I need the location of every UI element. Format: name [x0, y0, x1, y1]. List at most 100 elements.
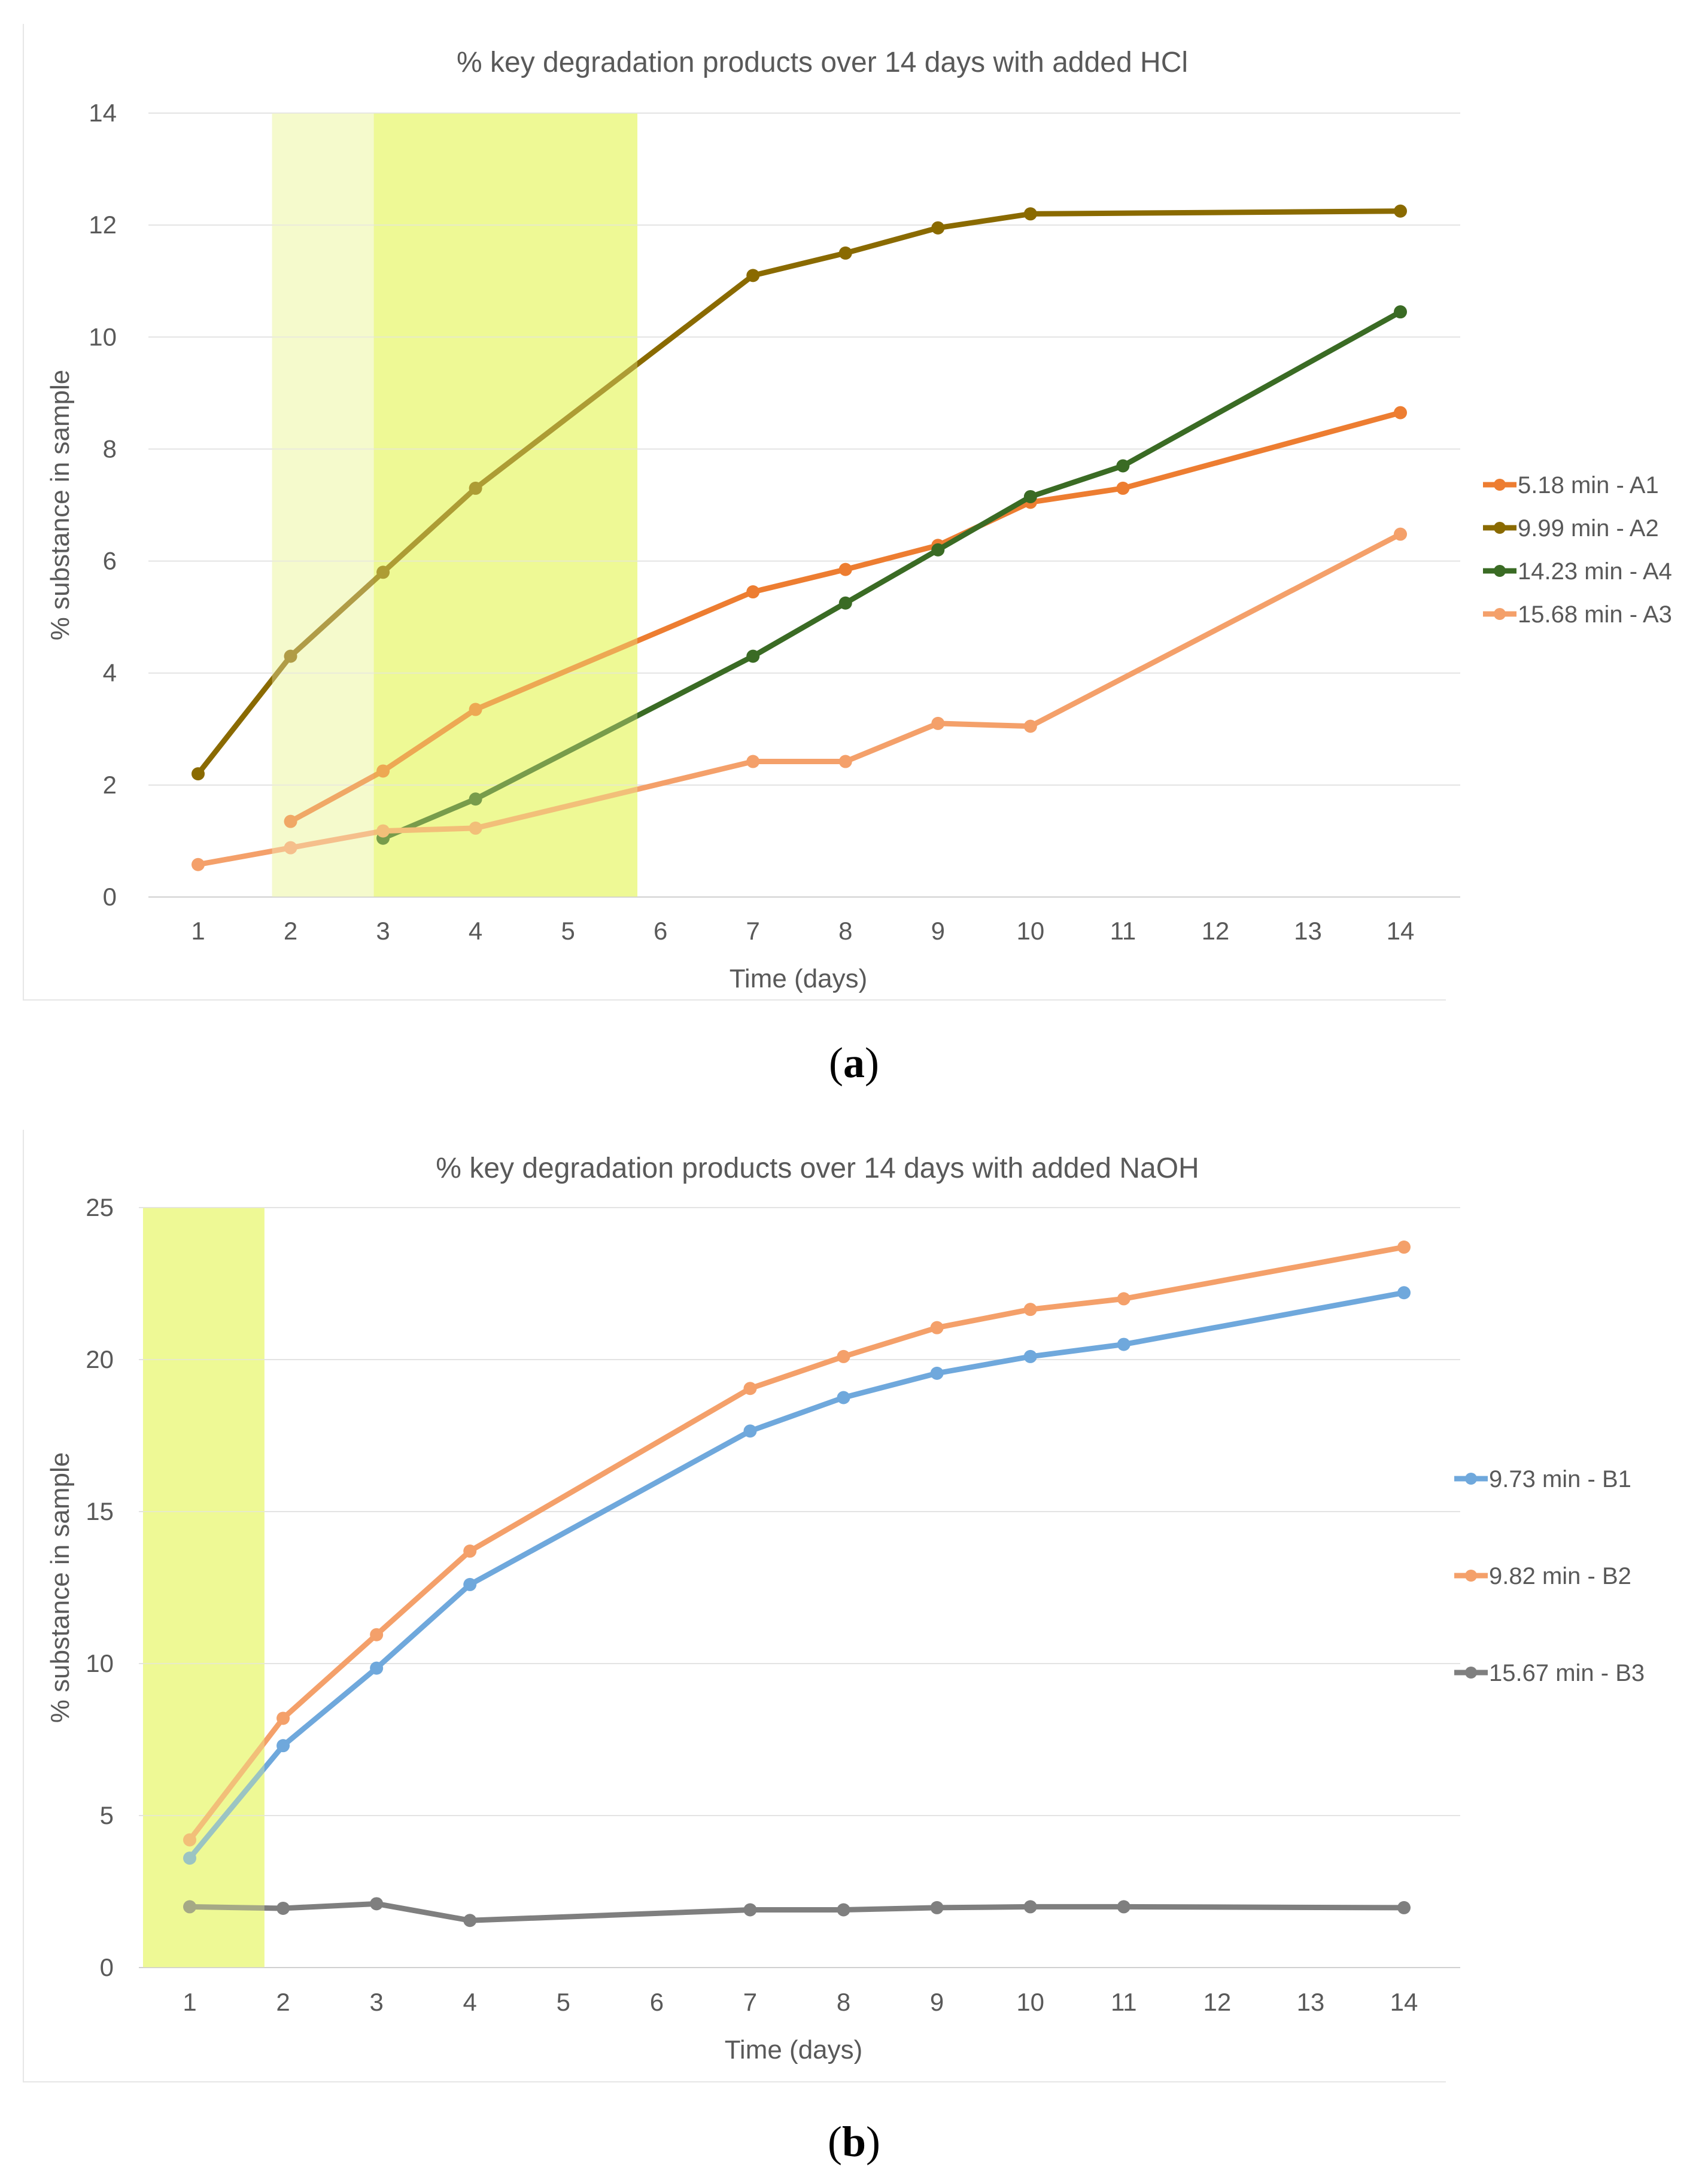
- chart-a-legend-item-1: 5.18 min - A1: [1483, 472, 1659, 498]
- chart-a-series-1-point-day-2: [284, 814, 297, 828]
- chart-a-series-3-point-day-9: [931, 543, 945, 557]
- chart-b-series-1-point-day-9: [930, 1366, 944, 1380]
- caption-a: (a): [829, 1039, 879, 1087]
- chart-a-series-1-point-day-3: [376, 764, 390, 778]
- chart-a-x-tick-5: 5: [561, 917, 575, 945]
- chart-a-y-tick-14: 14: [89, 99, 117, 127]
- chart-a-y-axis-label: % substance in sample: [45, 370, 75, 640]
- chart-panel-a: % key degradation products over 14 days …: [23, 24, 1672, 1001]
- chart-b-series-3-point-day-7: [743, 1903, 757, 1917]
- chart-b-series-1-point-day-8: [837, 1391, 850, 1404]
- chart-a-highlight-band-2: [373, 113, 638, 897]
- chart-a-y-tick-8: 8: [103, 434, 117, 463]
- chart-b-legend-item-2: 9.82 min - B2: [1454, 1563, 1631, 1589]
- chart-a-series-2-point-day-1: [192, 767, 205, 781]
- chart-b-series-1-point-day-10: [1023, 1349, 1037, 1363]
- chart-a-legend-marker-2: [1494, 522, 1506, 534]
- chart-a-series-2-point-day-2: [284, 649, 297, 663]
- chart-a-legend-label-3: 14.23 min - A4: [1518, 558, 1672, 585]
- chart-a-series-3-line: [380, 309, 1403, 841]
- chart-b-x-tick-2: 2: [276, 1988, 290, 2016]
- chart-a-y-tick-0: 0: [103, 883, 117, 911]
- chart-b-y-tick-15: 15: [86, 1497, 114, 1525]
- chart-b-y-tick-10: 10: [86, 1649, 114, 1677]
- chart-b-legend-marker-1: [1465, 1473, 1477, 1485]
- chart-a-legend-label-1: 5.18 min - A1: [1518, 472, 1659, 498]
- chart-a-title: % key degradation products over 14 days …: [457, 47, 1188, 78]
- chart-b-series-1: [183, 1286, 1411, 1865]
- chart-a-series-1-point-day-14: [1394, 406, 1407, 419]
- chart-b-series-2-point-day-4: [463, 1544, 477, 1558]
- chart-b-x-tick-6: 6: [650, 1988, 664, 2016]
- caption-b: (b): [827, 2118, 880, 2166]
- chart-b-x-tick-8: 8: [837, 1988, 850, 2016]
- chart-b-y-tick-25: 25: [86, 1193, 114, 1221]
- chart-b-series-1-line: [187, 1290, 1407, 1861]
- chart-b-series-3-line: [187, 1901, 1407, 1923]
- chart-a-series-4-point-day-7: [746, 755, 760, 768]
- chart-b-series-1-point-day-7: [743, 1424, 757, 1438]
- chart-a-series-3-point-day-10: [1023, 489, 1037, 503]
- chart-a-series-2-point-day-3: [376, 565, 390, 579]
- chart-a-series-1-point-day-11: [1116, 481, 1130, 495]
- chart-b-series-1-point-day-1: [183, 1851, 196, 1865]
- chart-b-series-2-point-day-14: [1397, 1241, 1411, 1254]
- chart-b-series-2-point-day-11: [1117, 1292, 1130, 1306]
- chart-b-highlight-overlay-1: [142, 1208, 265, 1968]
- chart-b-x-tick-13: 13: [1297, 1988, 1325, 2016]
- chart-b-series-3-point-day-11: [1117, 1900, 1130, 1914]
- chart-a-series-4-point-day-14: [1394, 527, 1407, 541]
- chart-b-series-2-point-day-2: [276, 1711, 290, 1725]
- chart-b-series-2-point-day-7: [743, 1382, 757, 1395]
- chart-b-x-tick-7: 7: [743, 1988, 757, 2016]
- chart-b-y-tick-0: 0: [100, 1953, 114, 1981]
- chart-b-series-1-point-day-11: [1117, 1337, 1130, 1351]
- chart-a-y-tick-4: 4: [103, 659, 117, 687]
- chart-a-y-tick-6: 6: [103, 547, 117, 575]
- chart-a-x-axis-label: Time (days): [730, 964, 868, 993]
- chart-a-legend-marker-3: [1494, 565, 1506, 577]
- chart-a-series-3-point-day-8: [838, 596, 852, 610]
- chart-b-x-tick-1: 1: [183, 1988, 196, 2016]
- chart-a-x-tick-1: 1: [191, 917, 205, 945]
- chart-a-series-3-point-day-4: [469, 792, 482, 806]
- chart-a-y-tick-10: 10: [89, 323, 117, 351]
- chart-a-series-2-point-day-14: [1394, 204, 1407, 218]
- chart-a-series-1-point-day-7: [746, 585, 760, 599]
- chart-a-series-3-point-day-11: [1116, 459, 1130, 473]
- chart-b-series-1-point-day-3: [370, 1661, 384, 1675]
- chart-a-y-tick-2: 2: [103, 771, 117, 799]
- chart-b-series-2-point-day-8: [837, 1349, 850, 1363]
- chart-a-highlight-overlay-2: [373, 113, 638, 897]
- chart-a-series-4-point-day-4: [469, 821, 482, 835]
- chart-b-series-2-point-day-3: [370, 1628, 384, 1641]
- chart-a-x-tick-2: 2: [284, 917, 297, 945]
- chart-a-x-tick-8: 8: [838, 917, 852, 945]
- chart-a-series-4-point-day-2: [284, 841, 297, 855]
- chart-b-y-tick-20: 20: [86, 1345, 114, 1373]
- chart-b-x-tick-10: 10: [1016, 1988, 1044, 2016]
- chart-b-x-axis-label: Time (days): [725, 2035, 863, 2065]
- chart-b-series-3-point-day-1: [183, 1900, 196, 1914]
- chart-a-highlight-band-1: [272, 113, 374, 897]
- chart-a-x-tick-13: 13: [1294, 917, 1322, 945]
- chart-b-x-tick-12: 12: [1203, 1988, 1231, 2016]
- chart-a-x-tick-6: 6: [654, 917, 667, 945]
- chart-a-series-2: [192, 204, 1407, 781]
- chart-b-series-1-point-day-14: [1397, 1286, 1411, 1300]
- chart-a-svg: % key degradation products over 14 days …: [45, 47, 1672, 993]
- chart-b-legend-marker-3: [1465, 1667, 1477, 1679]
- chart-a-legend-marker-4: [1494, 608, 1506, 620]
- chart-b-series-3-point-day-4: [463, 1914, 477, 1927]
- chart-a-series-2-point-day-7: [746, 269, 760, 282]
- chart-b-x-tick-5: 5: [557, 1988, 570, 2016]
- chart-a-series-1-point-day-8: [838, 563, 852, 576]
- chart-b-series-3-point-day-8: [837, 1903, 850, 1917]
- chart-b-series-3-point-day-14: [1397, 1901, 1411, 1914]
- chart-b-y-tick-5: 5: [100, 1801, 114, 1829]
- chart-b-series-2: [183, 1241, 1411, 1847]
- chart-a-series-4-point-day-3: [376, 824, 390, 838]
- chart-b-legend-label-2: 9.82 min - B2: [1489, 1563, 1631, 1589]
- chart-b-x-tick-9: 9: [930, 1988, 944, 2016]
- chart-b-svg: % key degradation products over 14 days …: [45, 1153, 1645, 2065]
